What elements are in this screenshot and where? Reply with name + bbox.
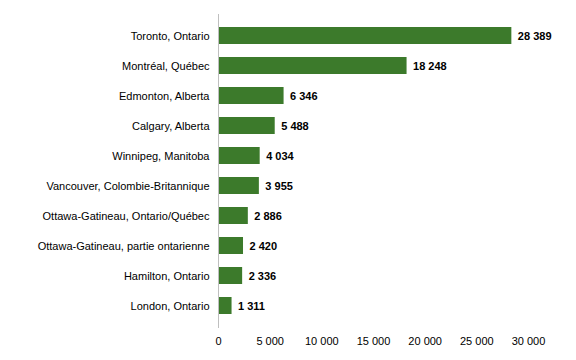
- svg-text:5 488: 5 488: [281, 120, 309, 132]
- svg-text:20 000: 20 000: [408, 335, 442, 347]
- svg-text:25 000: 25 000: [460, 335, 494, 347]
- svg-text:Montréal, Québec: Montréal, Québec: [122, 60, 210, 72]
- svg-text:London, Ontario: London, Ontario: [131, 300, 210, 312]
- svg-text:18 248: 18 248: [413, 60, 447, 72]
- svg-text:15 000: 15 000: [357, 335, 391, 347]
- svg-text:5 000: 5 000: [256, 335, 284, 347]
- svg-text:Calgary, Alberta: Calgary, Alberta: [132, 120, 210, 132]
- svg-text:2 420: 2 420: [250, 240, 278, 252]
- svg-text:6 346: 6 346: [290, 90, 318, 102]
- svg-text:10 000: 10 000: [305, 335, 339, 347]
- svg-text:Ottawa-Gatineau, Ontario/Québe: Ottawa-Gatineau, Ontario/Québec: [43, 210, 210, 222]
- svg-text:3 955: 3 955: [265, 180, 293, 192]
- svg-text:28 389: 28 389: [518, 30, 552, 42]
- svg-text:Ottawa-Gatineau, partie ontari: Ottawa-Gatineau, partie ontarienne: [38, 240, 210, 252]
- svg-text:2 886: 2 886: [254, 210, 282, 222]
- svg-text:4 034: 4 034: [266, 150, 294, 162]
- svg-text:2 336: 2 336: [249, 270, 277, 282]
- svg-text:1 311: 1 311: [238, 300, 265, 312]
- svg-text:Winnipeg, Manitoba: Winnipeg, Manitoba: [112, 150, 210, 162]
- svg-text:Hamilton, Ontario: Hamilton, Ontario: [124, 270, 210, 282]
- svg-text:Toronto, Ontario: Toronto, Ontario: [131, 30, 210, 42]
- svg-text:Edmonton, Alberta: Edmonton, Alberta: [119, 90, 210, 102]
- svg-text:Vancouver, Colombie-Britanniqu: Vancouver, Colombie-Britannique: [46, 180, 209, 192]
- svg-text:30 000: 30 000: [512, 335, 546, 347]
- svg-text:0: 0: [215, 335, 221, 347]
